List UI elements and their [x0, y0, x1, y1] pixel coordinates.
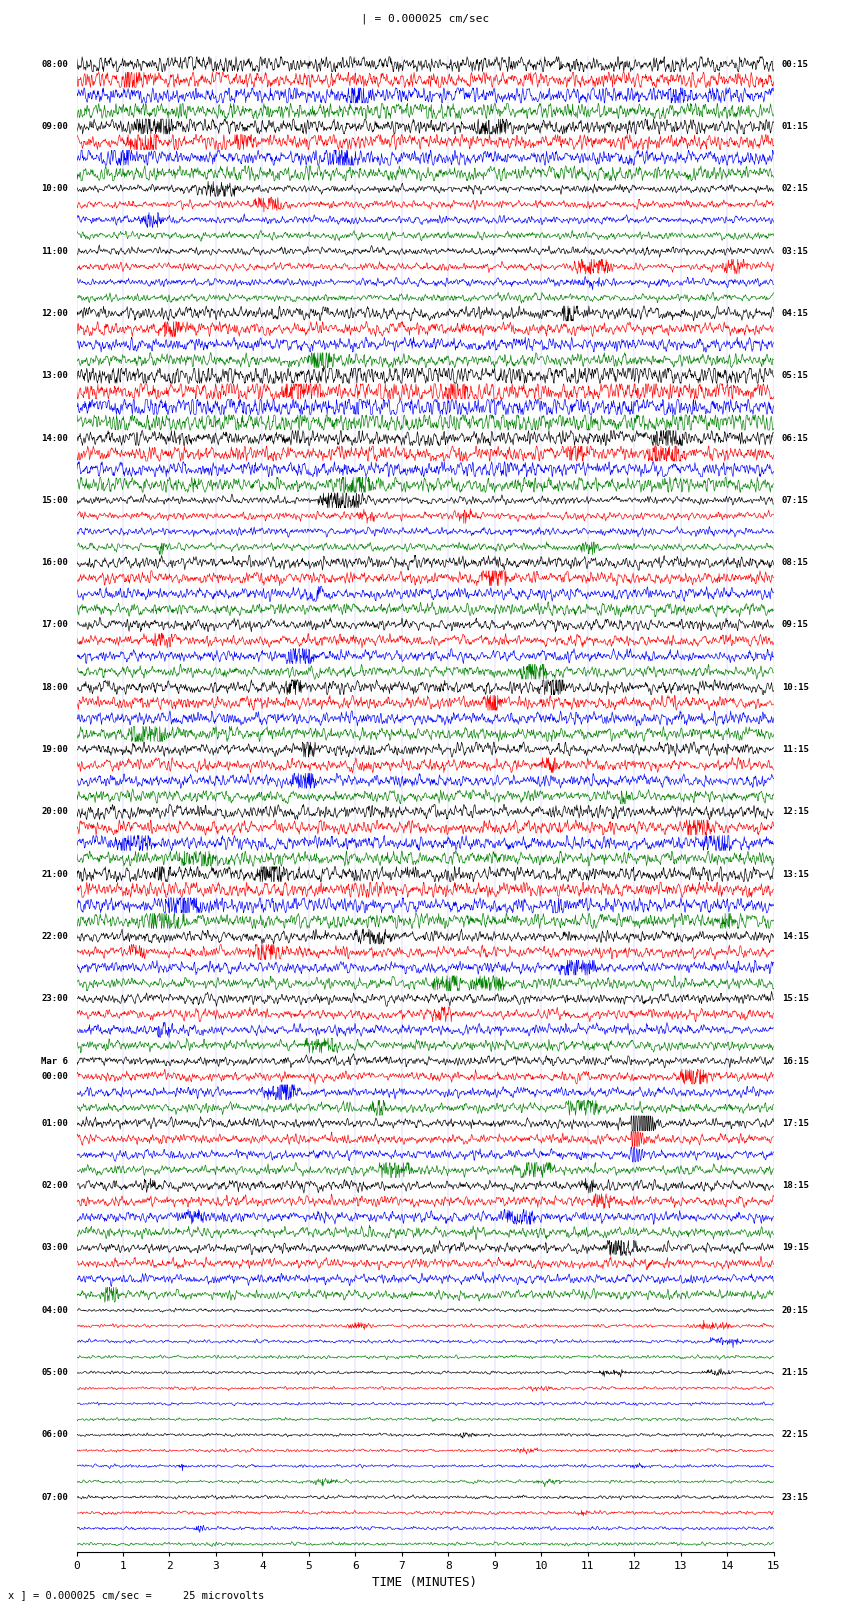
Text: 15:00: 15:00	[42, 495, 68, 505]
Text: 07:00: 07:00	[42, 1492, 68, 1502]
Text: 02:15: 02:15	[782, 184, 808, 194]
Text: 19:00: 19:00	[42, 745, 68, 753]
Text: 20:15: 20:15	[782, 1307, 808, 1315]
Text: 06:00: 06:00	[42, 1431, 68, 1439]
Text: 13:00: 13:00	[42, 371, 68, 381]
Text: | = 0.000025 cm/sec: | = 0.000025 cm/sec	[361, 13, 489, 24]
Text: 00:00: 00:00	[42, 1073, 68, 1081]
Text: 10:15: 10:15	[782, 682, 808, 692]
Text: 02:00: 02:00	[42, 1181, 68, 1190]
Text: 12:15: 12:15	[782, 808, 808, 816]
Text: 01:15: 01:15	[782, 123, 808, 131]
Text: 08:00: 08:00	[42, 60, 68, 69]
X-axis label: TIME (MINUTES): TIME (MINUTES)	[372, 1576, 478, 1589]
Text: 11:00: 11:00	[42, 247, 68, 255]
Text: 23:00: 23:00	[42, 994, 68, 1003]
Text: 21:15: 21:15	[782, 1368, 808, 1378]
Text: 16:15: 16:15	[782, 1057, 808, 1066]
Text: 01:00: 01:00	[42, 1119, 68, 1127]
Text: 22:15: 22:15	[782, 1431, 808, 1439]
Text: 22:00: 22:00	[42, 932, 68, 940]
Text: 23:15: 23:15	[782, 1492, 808, 1502]
Text: Mar 6: Mar 6	[42, 1057, 68, 1066]
Text: 07:15: 07:15	[782, 495, 808, 505]
Text: 13:15: 13:15	[782, 869, 808, 879]
Text: 05:15: 05:15	[782, 371, 808, 381]
Text: 03:00: 03:00	[42, 1244, 68, 1252]
Text: 19:15: 19:15	[782, 1244, 808, 1252]
Text: 09:00: 09:00	[42, 123, 68, 131]
Text: 16:00: 16:00	[42, 558, 68, 568]
Text: 09:15: 09:15	[782, 621, 808, 629]
Text: 18:15: 18:15	[782, 1181, 808, 1190]
Text: 05:00: 05:00	[42, 1368, 68, 1378]
Text: 03:15: 03:15	[782, 247, 808, 255]
Text: 08:15: 08:15	[782, 558, 808, 568]
Text: 20:00: 20:00	[42, 808, 68, 816]
Text: 12:00: 12:00	[42, 310, 68, 318]
Text: 00:15: 00:15	[782, 60, 808, 69]
Text: 14:00: 14:00	[42, 434, 68, 442]
Text: 04:15: 04:15	[782, 310, 808, 318]
Text: 11:15: 11:15	[782, 745, 808, 753]
Text: 04:00: 04:00	[42, 1307, 68, 1315]
Text: 06:15: 06:15	[782, 434, 808, 442]
Text: 21:00: 21:00	[42, 869, 68, 879]
Text: x ] = 0.000025 cm/sec =     25 microvolts: x ] = 0.000025 cm/sec = 25 microvolts	[8, 1590, 264, 1600]
Text: 17:15: 17:15	[782, 1119, 808, 1127]
Text: 14:15: 14:15	[782, 932, 808, 940]
Text: 10:00: 10:00	[42, 184, 68, 194]
Text: 17:00: 17:00	[42, 621, 68, 629]
Text: 18:00: 18:00	[42, 682, 68, 692]
Text: 15:15: 15:15	[782, 994, 808, 1003]
